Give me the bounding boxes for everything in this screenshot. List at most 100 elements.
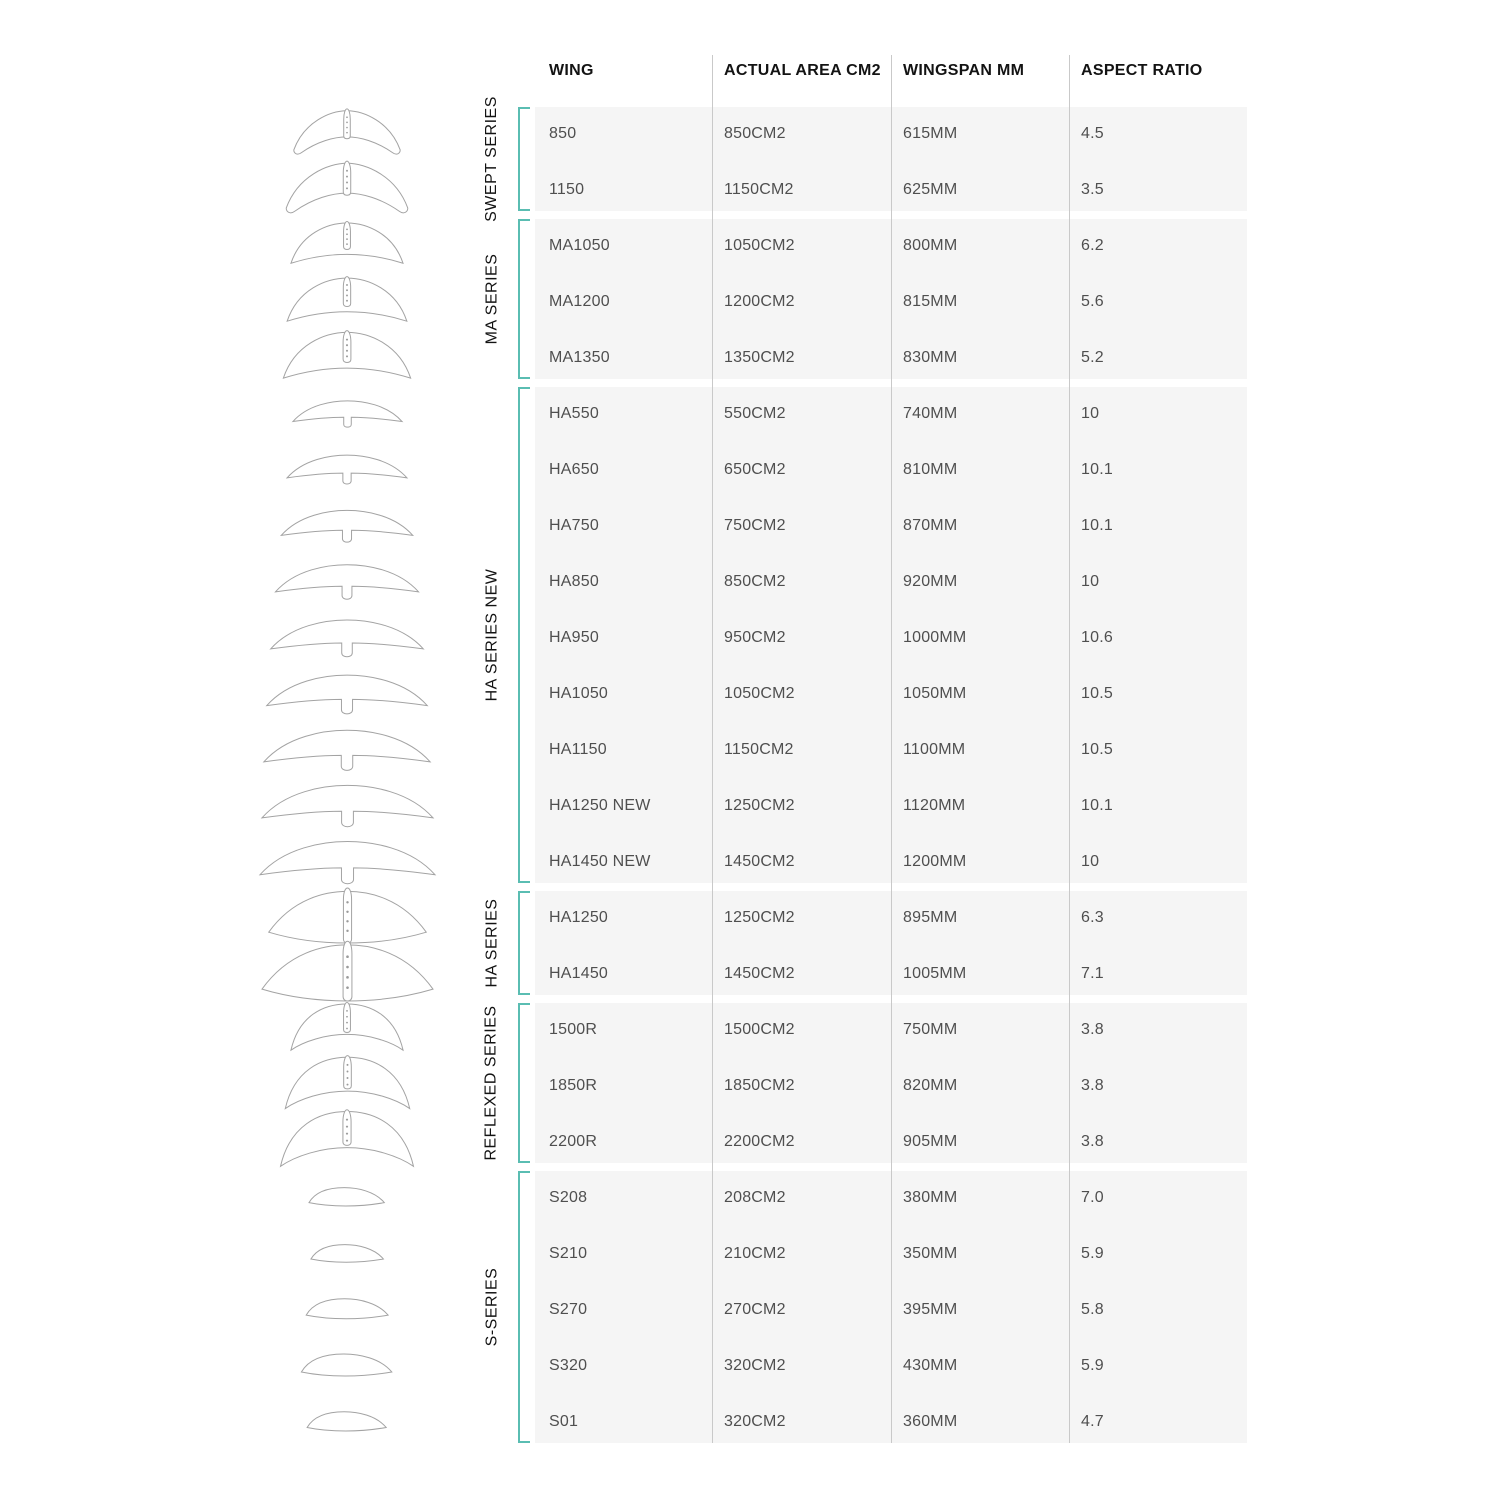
wingspan-cell: 615MM	[903, 125, 958, 142]
area-cell: 320CM2	[724, 1413, 786, 1430]
column-divider	[891, 55, 892, 1443]
series-label-text: S-SERIES	[483, 1267, 500, 1347]
aspect-ratio-cell: 10.1	[1081, 797, 1113, 814]
aspect-ratio-cell: 6.2	[1081, 237, 1104, 254]
wingspan-cell: 830MM	[903, 349, 958, 366]
area-cell: 1050CM2	[724, 237, 795, 254]
area-cell: 1150CM2	[724, 181, 794, 198]
ha-new-wing-silhouette	[264, 671, 430, 715]
aspect-ratio-cell: 10.5	[1081, 741, 1113, 758]
wing-name-cell: HA1250	[549, 909, 609, 926]
area-cell: 210CM2	[724, 1245, 786, 1262]
wing-name-cell: 850	[549, 125, 577, 142]
wingspan-cell: 380MM	[903, 1189, 958, 1206]
wingspan-cell: 625MM	[903, 181, 958, 198]
aspect-ratio-cell: 3.8	[1081, 1133, 1104, 1150]
series-label-text: HA SERIES NEW	[483, 568, 500, 702]
area-cell: 1500CM2	[724, 1021, 795, 1038]
wing-name-cell: HA850	[549, 573, 599, 590]
series-label: HA SERIES NEW	[470, 387, 514, 883]
wing-name-cell: 1850R	[549, 1077, 598, 1094]
s-wing-silhouette	[304, 1297, 391, 1320]
series-label-text: SWEPT SERIES	[483, 96, 501, 222]
area-cell: 550CM2	[724, 405, 786, 422]
area-cell: 1350CM2	[724, 349, 795, 366]
series-label: MA SERIES	[470, 219, 514, 379]
aspect-ratio-cell: 3.8	[1081, 1077, 1104, 1094]
wingspan-cell: 920MM	[903, 573, 958, 590]
area-cell: 850CM2	[724, 573, 786, 590]
ha-new-wing-silhouette	[261, 726, 433, 772]
ha-new-wing-silhouette	[259, 781, 436, 828]
area-cell: 270CM2	[724, 1301, 786, 1318]
aspect-ratio-cell: 5.9	[1081, 1245, 1104, 1262]
wingspan-cell: 1005MM	[903, 965, 967, 982]
area-cell: 1450CM2	[724, 965, 795, 982]
ha-classic-wing-silhouette	[259, 939, 436, 1007]
column-divider	[712, 55, 713, 1443]
wingspan-cell: 810MM	[903, 461, 958, 478]
ma-wing-silhouette	[280, 329, 414, 385]
wingspan-cell: 350MM	[903, 1245, 958, 1262]
series-bracket	[518, 219, 530, 379]
series-label: SWEPT SERIES	[470, 96, 514, 222]
aspect-ratio-cell: 5.8	[1081, 1301, 1104, 1318]
aspect-ratio-cell: 6.3	[1081, 909, 1104, 926]
series-label: S-SERIES	[470, 1171, 514, 1443]
wingspan-cell: 1120MM	[903, 797, 966, 814]
wingspan-cell: 1050MM	[903, 685, 967, 702]
aspect-ratio-cell: 10	[1081, 405, 1100, 422]
wingspan-cell: 820MM	[903, 1077, 958, 1094]
aspect-ratio-cell: 10	[1081, 853, 1100, 870]
wing-name-cell: HA1450 NEW	[549, 853, 651, 870]
aspect-ratio-cell: 5.9	[1081, 1357, 1104, 1374]
wing-name-cell: S210	[549, 1245, 588, 1262]
wing-name-cell: MA1200	[549, 293, 610, 310]
aspect-ratio-cell: 4.5	[1081, 125, 1104, 142]
wing-name-cell: HA1150	[549, 741, 607, 758]
area-cell: 1850CM2	[724, 1077, 795, 1094]
wing-name-cell: HA950	[549, 629, 599, 646]
aspect-ratio-cell: 7.1	[1081, 965, 1104, 982]
wing-name-cell: HA1250 NEW	[549, 797, 651, 814]
s-wing-silhouette	[305, 1410, 389, 1432]
series-bracket	[518, 1171, 530, 1443]
series-bracket	[518, 387, 530, 883]
area-cell: 208CM2	[724, 1189, 786, 1206]
wingspan-cell: 430MM	[903, 1357, 958, 1374]
series-label-text: REFLEXED SERIES	[483, 1005, 501, 1161]
column-header-wingspan: WINGSPAN MM	[903, 62, 1025, 79]
area-cell: 1050CM2	[724, 685, 795, 702]
ma-wing-silhouette	[288, 220, 406, 269]
aspect-ratio-cell: 10.5	[1081, 685, 1113, 702]
s-wing-silhouette	[299, 1352, 395, 1378]
wingspan-cell: 1200MM	[903, 853, 967, 870]
aspect-ratio-cell: 10.1	[1081, 461, 1113, 478]
area-cell: 320CM2	[724, 1357, 786, 1374]
wingspan-cell: 360MM	[903, 1413, 958, 1430]
wingspan-cell: 740MM	[903, 405, 958, 422]
area-cell: 1250CM2	[724, 797, 795, 814]
wingspan-cell: 395MM	[903, 1301, 958, 1318]
aspect-ratio-cell: 3.5	[1081, 181, 1104, 198]
s-wing-silhouette	[307, 1186, 387, 1207]
wingspan-cell: 815MM	[903, 293, 958, 310]
wing-name-cell: S270	[549, 1301, 588, 1318]
column-header-wing: WING	[549, 62, 594, 79]
area-cell: 2200CM2	[724, 1133, 795, 1150]
reflexed-wing-silhouette	[277, 1108, 417, 1173]
wing-name-cell: MA1050	[549, 237, 610, 254]
reflexed-wing-silhouette	[288, 1001, 406, 1056]
area-cell: 650CM2	[724, 461, 786, 478]
s-wing-silhouette	[309, 1243, 386, 1264]
wing-name-cell: HA1450	[549, 965, 609, 982]
swept-wing-silhouette	[291, 107, 403, 159]
column-header-aspect-ratio: ASPECT RATIO	[1081, 62, 1203, 79]
wingspan-cell: 905MM	[903, 1133, 958, 1150]
wing-name-cell: MA1350	[549, 349, 610, 366]
wing-name-cell: S320	[549, 1357, 588, 1374]
area-cell: 850CM2	[724, 125, 786, 142]
ha-new-wing-silhouette	[268, 616, 426, 658]
ha-new-wing-silhouette	[279, 507, 415, 543]
